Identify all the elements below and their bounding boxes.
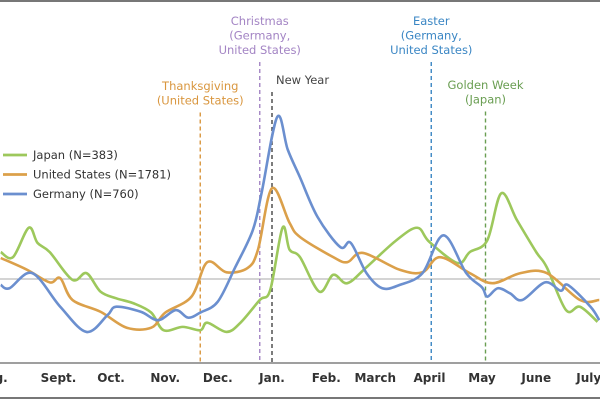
- x-tick-label: Aug.: [0, 371, 8, 385]
- x-tick-label: Feb.: [312, 371, 341, 385]
- x-tick-label: Dec.: [203, 371, 233, 385]
- annotation-label: New Year: [276, 73, 329, 87]
- annotation-label: (United States): [157, 94, 244, 108]
- x-tick-label: April: [413, 371, 445, 385]
- legend-item: Japan (N=383): [3, 148, 118, 162]
- series-line-1: [0, 186, 600, 331]
- x-tick-label: June: [520, 371, 551, 385]
- annotation-label: Easter: [413, 14, 450, 28]
- x-tick-label: Nov.: [150, 371, 180, 385]
- x-tick-label: May: [468, 371, 496, 385]
- legend-label: United States (N=1781): [33, 168, 171, 182]
- annotation-label: Thanksgiving: [161, 79, 238, 93]
- annotation: Thanksgiving(United States): [157, 79, 244, 363]
- series-line-2: [0, 114, 600, 334]
- x-tick-label: Sept.: [41, 371, 77, 385]
- legend-item: United States (N=1781): [3, 168, 171, 182]
- annotation: Christmas(Germany,United States): [219, 14, 301, 363]
- annotation-label: United States): [390, 43, 472, 57]
- annotation-label: Christmas: [231, 14, 289, 28]
- legend-label: Japan (N=383): [32, 148, 118, 162]
- annotation: Easter(Germany,United States): [390, 14, 472, 363]
- annotation-label: Golden Week: [448, 78, 524, 92]
- x-tick-label: Oct.: [97, 371, 125, 385]
- x-tick-label: July: [575, 371, 600, 385]
- legend-item: Germany (N=760): [3, 187, 139, 201]
- series-line-0: [0, 191, 599, 334]
- annotation-label: United States): [219, 43, 301, 57]
- annotation: Golden Week(Japan): [448, 78, 524, 363]
- legend-label: Germany (N=760): [33, 187, 139, 201]
- x-tick-label: Jan.: [258, 371, 285, 385]
- annotation-label: (Germany,: [229, 29, 290, 43]
- annotation-label: (Japan): [465, 93, 506, 107]
- annotation-label: (Germany,: [401, 29, 462, 43]
- x-tick-label: March: [354, 371, 396, 385]
